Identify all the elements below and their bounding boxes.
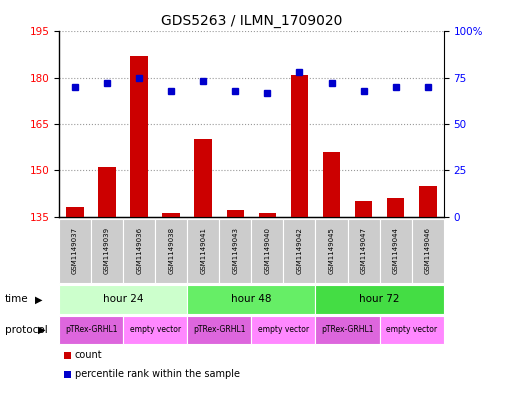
- Text: hour 24: hour 24: [103, 294, 143, 305]
- Text: GSM1149037: GSM1149037: [72, 228, 78, 274]
- Text: empty vector: empty vector: [386, 325, 437, 334]
- Bar: [291, 75, 308, 217]
- Title: GDS5263 / ILMN_1709020: GDS5263 / ILMN_1709020: [161, 14, 342, 28]
- Text: GSM1149039: GSM1149039: [104, 228, 110, 274]
- Text: GSM1149036: GSM1149036: [136, 228, 142, 274]
- Bar: [194, 140, 212, 217]
- Text: GSM1149046: GSM1149046: [425, 228, 431, 274]
- Text: pTRex-GRHL1: pTRex-GRHL1: [65, 325, 117, 334]
- Text: pTRex-GRHL1: pTRex-GRHL1: [321, 325, 374, 334]
- Bar: [163, 213, 180, 217]
- Text: count: count: [75, 350, 103, 360]
- Text: hour 48: hour 48: [231, 294, 271, 305]
- Text: GSM1149045: GSM1149045: [328, 228, 334, 274]
- Bar: [387, 198, 404, 217]
- Bar: [323, 152, 340, 217]
- Text: empty vector: empty vector: [258, 325, 309, 334]
- Bar: [419, 185, 437, 217]
- Text: protocol: protocol: [5, 325, 48, 335]
- Text: GSM1149047: GSM1149047: [361, 228, 367, 274]
- Text: empty vector: empty vector: [130, 325, 181, 334]
- Bar: [227, 210, 244, 217]
- Text: GSM1149038: GSM1149038: [168, 228, 174, 274]
- Text: hour 72: hour 72: [360, 294, 400, 305]
- Text: ▶: ▶: [35, 294, 42, 305]
- Text: percentile rank within the sample: percentile rank within the sample: [75, 369, 240, 379]
- Text: GSM1149042: GSM1149042: [297, 228, 303, 274]
- Bar: [98, 167, 116, 217]
- Text: time: time: [5, 294, 29, 305]
- Bar: [355, 201, 372, 217]
- Bar: [66, 207, 84, 217]
- Bar: [259, 213, 276, 217]
- Text: ▶: ▶: [38, 325, 46, 335]
- Text: GSM1149044: GSM1149044: [392, 228, 399, 274]
- Bar: [130, 56, 148, 217]
- Text: GSM1149043: GSM1149043: [232, 228, 239, 274]
- Text: GSM1149041: GSM1149041: [200, 228, 206, 274]
- Text: GSM1149040: GSM1149040: [264, 228, 270, 274]
- Text: pTRex-GRHL1: pTRex-GRHL1: [193, 325, 246, 334]
